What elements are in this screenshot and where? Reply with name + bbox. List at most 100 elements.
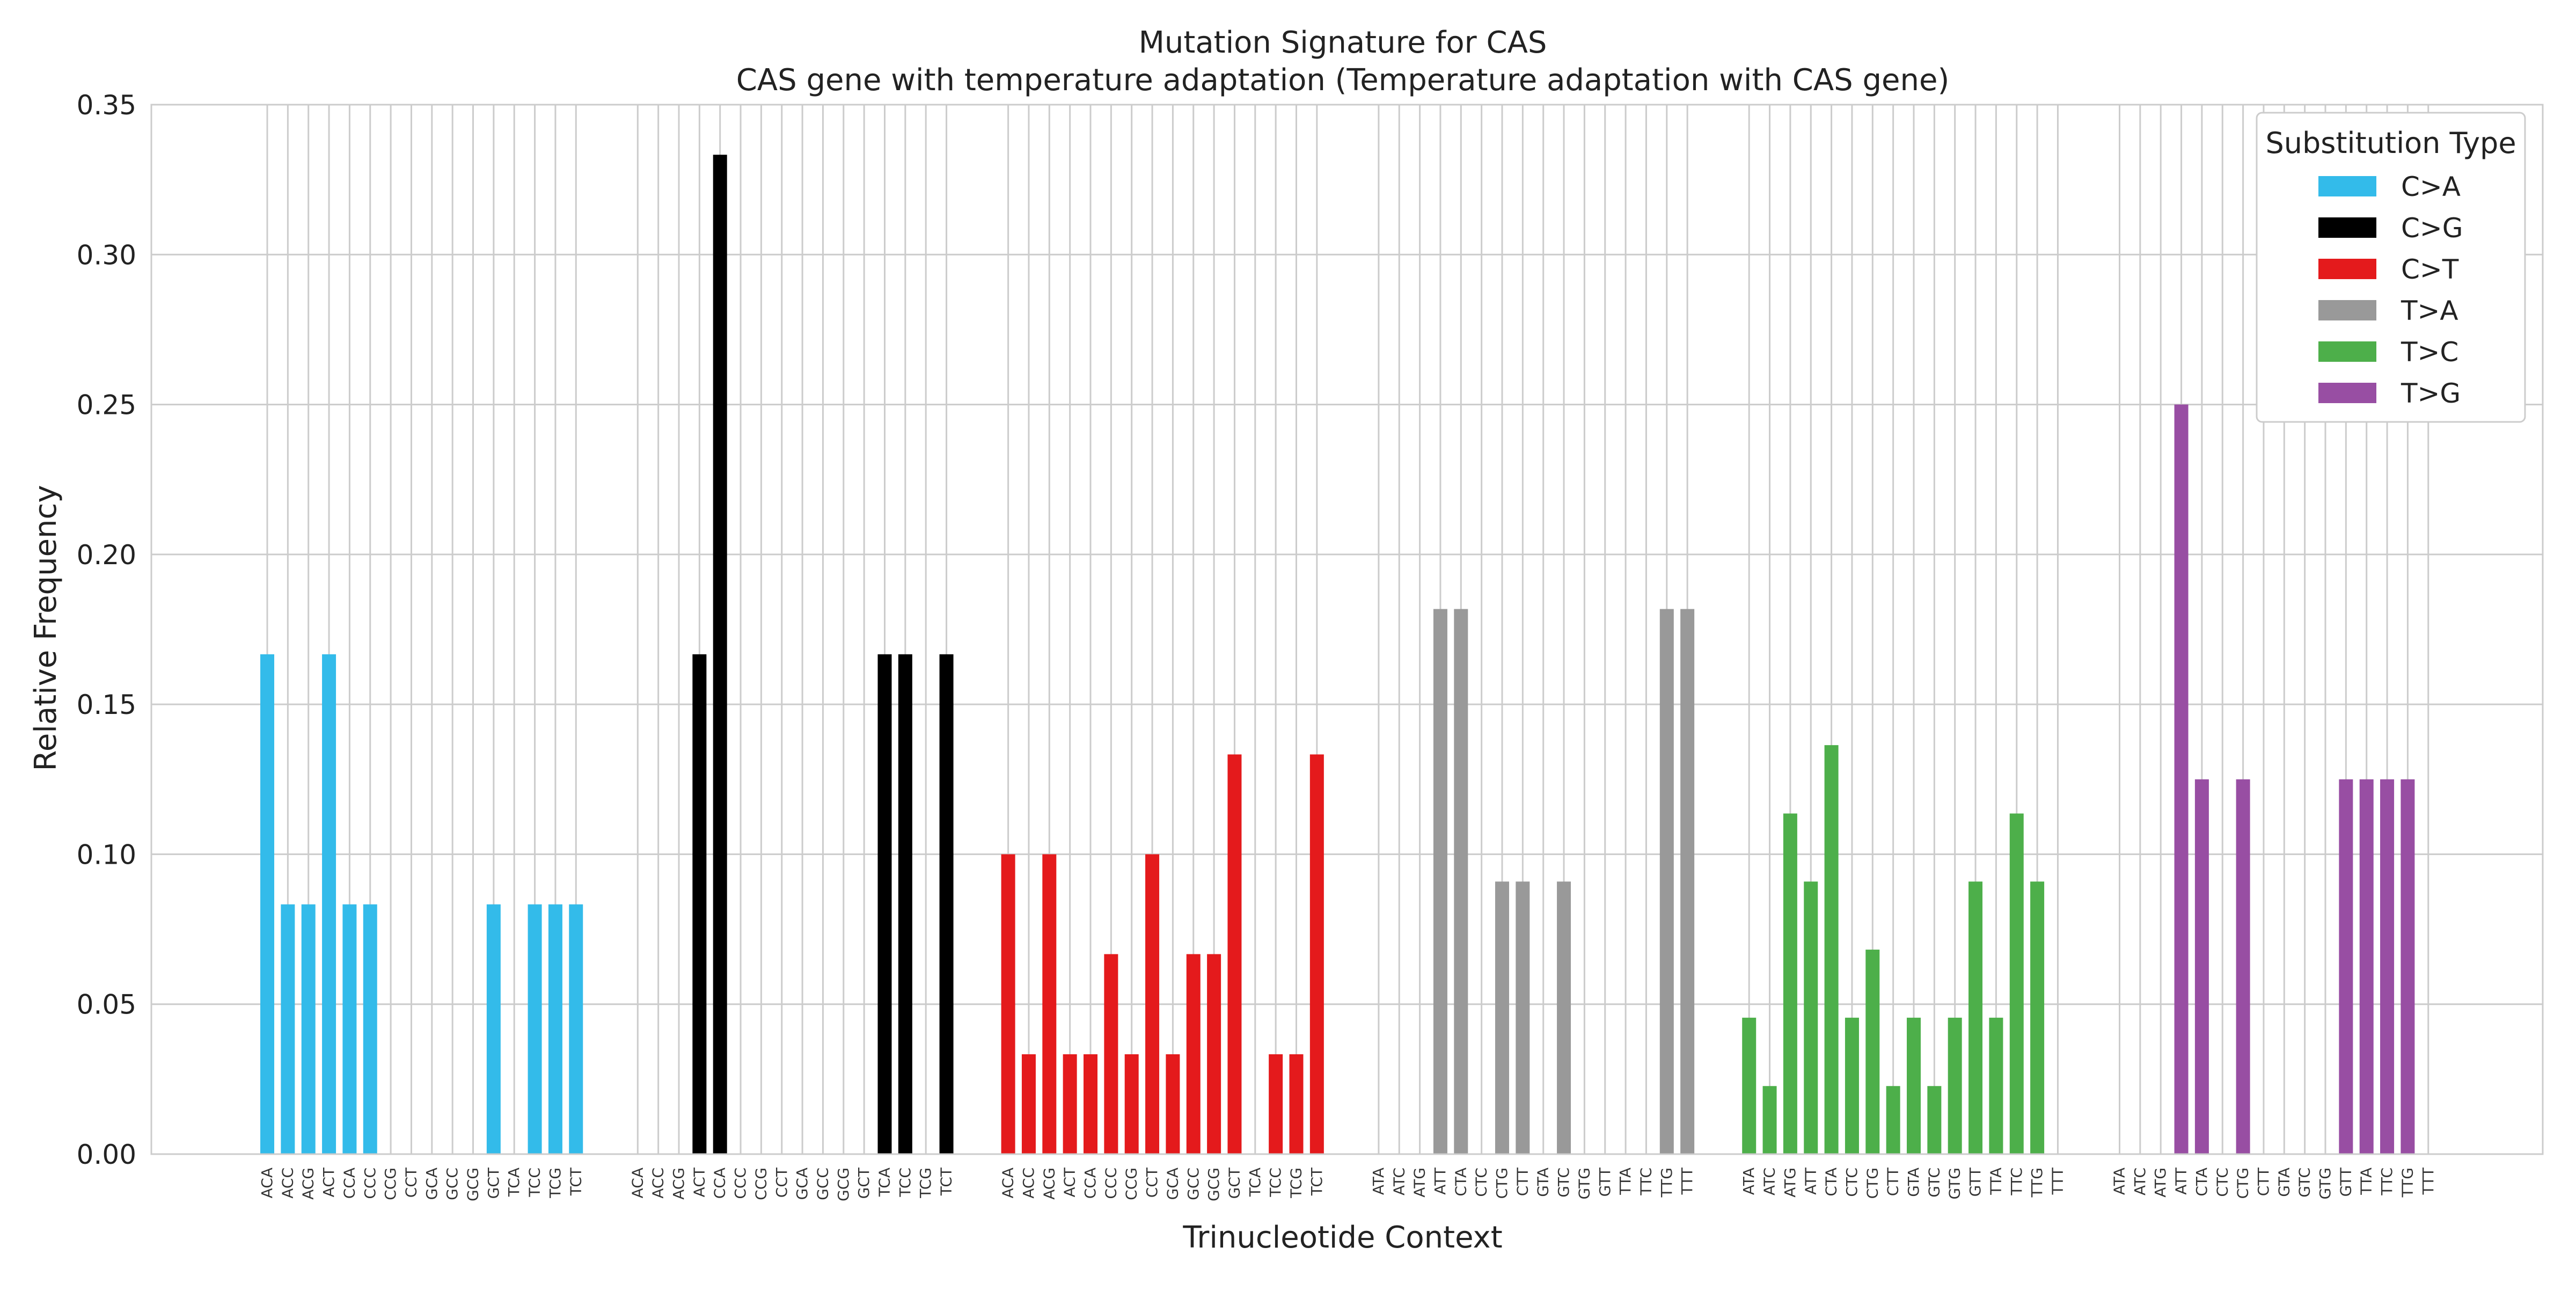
x-tick-label: TTT bbox=[2419, 1167, 2437, 1195]
bar-TtoA-TTT bbox=[1680, 609, 1695, 1154]
bar-TtoG-GTT bbox=[2339, 779, 2353, 1154]
x-tick-label: ATA bbox=[1370, 1168, 1387, 1195]
bar-TtoG-TTG bbox=[2401, 779, 2415, 1154]
x-tick-label: GTT bbox=[2337, 1167, 2354, 1197]
x-tick-label: GCG bbox=[464, 1168, 482, 1201]
x-tick-label: TCG bbox=[1287, 1168, 1305, 1199]
legend-swatch bbox=[2318, 176, 2376, 196]
x-tick-label: GTA bbox=[1905, 1168, 1922, 1197]
x-tick-label: CCG bbox=[382, 1168, 399, 1200]
x-tick-label: TTT bbox=[1678, 1167, 1696, 1195]
x-tick-label: GCC bbox=[814, 1168, 831, 1200]
x-tick-label: CTT bbox=[1513, 1167, 1531, 1196]
x-tick-label: CCC bbox=[361, 1168, 379, 1199]
x-tick-label: CCC bbox=[731, 1168, 749, 1199]
bar-CtoT-GCT bbox=[1227, 754, 1242, 1154]
legend-swatch bbox=[2318, 217, 2376, 238]
bar-CtoG-TCC bbox=[898, 654, 912, 1154]
x-tick-label: GCA bbox=[793, 1168, 811, 1200]
x-tick-label: CCA bbox=[1081, 1168, 1099, 1199]
bar-CtoT-ACC bbox=[1021, 1054, 1036, 1154]
x-tick-label: TCT bbox=[567, 1167, 584, 1196]
x-tick-label: ACA bbox=[999, 1168, 1017, 1198]
y-tick-label: 0.30 bbox=[77, 239, 136, 271]
bar-CtoG-CCA bbox=[713, 155, 727, 1154]
x-tick-label: TCA bbox=[505, 1168, 523, 1197]
bar-TtoC-CTG bbox=[1865, 950, 1880, 1154]
x-tick-label: TTT bbox=[2048, 1167, 2066, 1195]
x-tick-label: ATG bbox=[1411, 1168, 1429, 1198]
x-tick-label: ATT bbox=[1802, 1167, 1819, 1195]
y-tick-labels: 0.00 0.05 0.10 0.15 0.20 0.25 0.30 0.35 bbox=[77, 90, 136, 1170]
bar-TtoG-CTA bbox=[2194, 779, 2209, 1154]
x-tick-label: CTG bbox=[1863, 1168, 1881, 1199]
legend-swatch bbox=[2318, 300, 2376, 320]
x-tick-label: GTG bbox=[1946, 1168, 1964, 1200]
x-tick-label: TCA bbox=[876, 1168, 894, 1197]
y-tick-label: 0.35 bbox=[77, 90, 136, 121]
bar-CtoT-ACT bbox=[1063, 1054, 1077, 1154]
x-tick-label: CCT bbox=[773, 1167, 791, 1198]
bar-TtoC-CTA bbox=[1824, 745, 1839, 1154]
x-tick-label: TTA bbox=[1616, 1168, 1634, 1195]
legend-label: T>G bbox=[2401, 378, 2461, 409]
legend-title: Substitution Type bbox=[2265, 126, 2516, 160]
x-tick-label: GCT bbox=[855, 1167, 873, 1199]
x-tick-label: CTC bbox=[1473, 1168, 1490, 1197]
bar-CtoT-GCC bbox=[1186, 954, 1201, 1154]
bar-TtoC-GTT bbox=[1968, 881, 1983, 1154]
y-tick-label: 0.25 bbox=[77, 390, 136, 421]
x-axis-label: Trinucleotide Context bbox=[1182, 1220, 1502, 1255]
bar-TtoC-ATA bbox=[1742, 1017, 1757, 1154]
x-tick-label: ATA bbox=[1740, 1168, 1758, 1195]
bar-TtoC-GTA bbox=[1907, 1017, 1921, 1154]
bar-CtoA-TCG bbox=[548, 904, 562, 1154]
x-tick-label: ATC bbox=[1390, 1168, 1408, 1195]
x-tick-label: ATG bbox=[1781, 1168, 1799, 1198]
x-tick-label: GCC bbox=[1184, 1168, 1202, 1200]
plot-frame bbox=[150, 104, 2544, 1155]
x-tick-label: ACT bbox=[320, 1167, 338, 1197]
x-tick-label: CCA bbox=[711, 1168, 729, 1199]
x-tick-label: CCT bbox=[1143, 1167, 1161, 1198]
x-tick-label: TTA bbox=[1987, 1168, 2004, 1195]
axes bbox=[150, 104, 2544, 1155]
bar-CtoA-ACC bbox=[281, 904, 295, 1154]
bar-CtoA-ACA bbox=[260, 654, 274, 1154]
x-tick-label: TTC bbox=[1637, 1168, 1655, 1196]
x-tick-label: TCG bbox=[546, 1168, 564, 1199]
legend-label: C>G bbox=[2401, 213, 2463, 244]
x-tick-label: TCT bbox=[938, 1167, 955, 1196]
x-tick-label: ACA bbox=[628, 1168, 646, 1198]
x-tick-label: CCG bbox=[752, 1168, 770, 1200]
x-tick-label: TCC bbox=[526, 1168, 544, 1198]
bar-CtoT-GCA bbox=[1166, 1054, 1180, 1154]
bar-TtoC-ATT bbox=[1804, 881, 1818, 1154]
bar-CtoA-TCC bbox=[528, 904, 542, 1154]
y-axis-label: Relative Frequency bbox=[28, 485, 63, 771]
x-tick-label: ACC bbox=[1020, 1168, 1037, 1199]
legend-label: C>T bbox=[2401, 254, 2459, 285]
x-tick-label: TCC bbox=[896, 1168, 914, 1198]
bar-CtoT-TCT bbox=[1309, 754, 1324, 1154]
x-tick-label: TTC bbox=[2008, 1168, 2025, 1196]
bar-CtoT-TCG bbox=[1289, 1054, 1304, 1154]
x-tick-label: CTG bbox=[1493, 1168, 1511, 1199]
x-tick-label: ACT bbox=[690, 1167, 708, 1197]
legend-label: C>A bbox=[2401, 171, 2461, 202]
x-tick-label: TCT bbox=[1308, 1167, 1326, 1196]
x-tick-label: ACG bbox=[299, 1168, 317, 1200]
x-tick-label: ATG bbox=[2151, 1168, 2169, 1198]
bar-CtoT-ACA bbox=[1001, 854, 1015, 1154]
bar-TtoA-CTG bbox=[1495, 881, 1509, 1154]
x-tick-labels: ACA ACC ACG ACT CCA CCC CCG CCT GCA GCC GCG GCT TCA T… bbox=[258, 1167, 2437, 1201]
x-tick-label: TTC bbox=[2378, 1168, 2396, 1196]
x-tick-label: TTA bbox=[2358, 1168, 2375, 1195]
bar-TtoC-CTC bbox=[1845, 1017, 1859, 1154]
legend-label: T>C bbox=[2401, 337, 2458, 368]
x-tick-label: ATT bbox=[2172, 1167, 2190, 1195]
bar-TtoC-TTG bbox=[2030, 881, 2045, 1154]
